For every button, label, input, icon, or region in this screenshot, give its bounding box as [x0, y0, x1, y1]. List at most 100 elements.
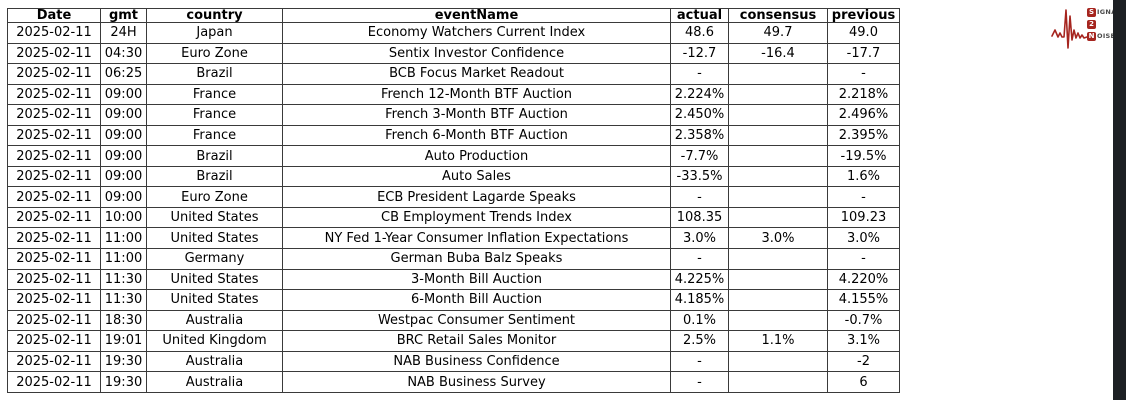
table-cell: 11:00 [100, 248, 147, 270]
table-cell: 4.185% [670, 289, 729, 311]
table-cell: 19:30 [100, 371, 147, 393]
table-cell: 2025-02-11 [7, 124, 101, 147]
table-cell: 2.224% [670, 83, 729, 106]
table-cell: - [827, 63, 900, 85]
table-cell: Australia [146, 309, 283, 332]
logo-line-signal: S IGNAL [1087, 7, 1121, 17]
table-cell: 2.218% [827, 83, 900, 106]
table-cell: 2025-02-11 [7, 289, 101, 311]
column-header-date: Date [7, 8, 101, 23]
table-cell: 2025-02-11 [7, 248, 101, 270]
table-cell: -2 [827, 350, 900, 373]
signal2noise-logo: S IGNAL 2 N OISE [1051, 5, 1121, 49]
table-cell [728, 104, 828, 126]
table-cell: -33.5% [670, 165, 729, 188]
table-cell: 6-Month Bill Auction [282, 289, 671, 311]
table-cell: Germany [146, 248, 283, 270]
table-cell: - [670, 350, 729, 373]
table-cell: 49.7 [728, 22, 828, 44]
table-row: 2025-02-11 19:30 Australia NAB Business Sur… [7, 371, 900, 393]
table-row: 2025-02-11 18:30 Australia Westpac Consumer… [7, 309, 900, 332]
table-row: 2025-02-11 11:30 United States 3-Month Bill… [7, 268, 900, 291]
table-cell: Auto Production [282, 145, 671, 167]
table-cell: 09:00 [100, 165, 147, 188]
table-row: 2025-02-11 19:01 United Kingdom BRC Retail … [7, 330, 900, 352]
table-cell: Australia [146, 371, 283, 393]
table-cell: NY Fed 1-Year Consumer Inflation Expecta… [282, 227, 671, 250]
table-cell: -19.5% [827, 145, 900, 167]
table-row: 2025-02-11 24H Japan Economy Watchers Curre… [7, 22, 900, 44]
table-cell [728, 309, 828, 332]
table-cell: 11:30 [100, 289, 147, 311]
table-cell [728, 206, 828, 229]
table-header-row: Date gmt country eventName actual consensus pr… [7, 8, 900, 23]
table-cell: 6 [827, 371, 900, 393]
table-cell: 3.0% [728, 227, 828, 250]
table-cell: 3.1% [827, 330, 900, 352]
table-row: 2025-02-11 09:00 France French 6-Month BTF … [7, 124, 900, 147]
table-cell: - [670, 186, 729, 208]
table-cell: 4.220% [827, 268, 900, 291]
table-cell [728, 350, 828, 373]
table-cell: 2025-02-11 [7, 22, 101, 44]
column-header-consensus: consensus [728, 8, 828, 23]
table-cell: 2025-02-11 [7, 165, 101, 188]
table-cell: United States [146, 227, 283, 250]
table-cell: French 12-Month BTF Auction [282, 83, 671, 106]
table-cell: 2025-02-11 [7, 186, 101, 208]
logo-line-noise: N OISE [1087, 31, 1115, 41]
table-cell [728, 289, 828, 311]
table-cell: Sentix Investor Confidence [282, 42, 671, 65]
table-cell: 2025-02-11 [7, 206, 101, 229]
table-cell: 2025-02-11 [7, 330, 101, 352]
table-cell: 2025-02-11 [7, 83, 101, 106]
table-cell: BRC Retail Sales Monitor [282, 330, 671, 352]
logo-text-oise: OISE [1097, 32, 1116, 40]
table-cell: 49.0 [827, 22, 900, 44]
table-cell: 2025-02-11 [7, 104, 101, 126]
table-cell: 48.6 [670, 22, 729, 44]
table-cell: 19:30 [100, 350, 147, 373]
table-cell: 2025-02-11 [7, 227, 101, 250]
table-cell: 2025-02-11 [7, 145, 101, 167]
table-cell: CB Employment Trends Index [282, 206, 671, 229]
table-cell [728, 165, 828, 188]
table-cell [728, 83, 828, 106]
table-cell: 18:30 [100, 309, 147, 332]
table-cell: French 3-Month BTF Auction [282, 104, 671, 126]
table-cell: Auto Sales [282, 165, 671, 188]
table-cell: Brazil [146, 63, 283, 85]
table-cell [728, 371, 828, 393]
table-cell: 06:25 [100, 63, 147, 85]
table-cell: 2025-02-11 [7, 350, 101, 373]
table-cell: 108.35 [670, 206, 729, 229]
window-right-edge-bar [1113, 0, 1126, 400]
heartbeat-waveform-icon [1051, 9, 1088, 49]
column-header-eventname: eventName [282, 8, 671, 23]
table-cell [728, 186, 828, 208]
table-cell [728, 145, 828, 167]
table-cell: 2025-02-11 [7, 371, 101, 393]
logo-line-2: 2 [1087, 19, 1115, 29]
table-cell: 2025-02-11 [7, 63, 101, 85]
table-cell [728, 248, 828, 270]
table-cell: 19:01 [100, 330, 147, 352]
table-cell: 2025-02-11 [7, 268, 101, 291]
table-row: 2025-02-11 10:00 United States CB Employmen… [7, 206, 900, 229]
table-cell: 3.0% [670, 227, 729, 250]
column-header-country: country [146, 8, 283, 23]
table-cell: Economy Watchers Current Index [282, 22, 671, 44]
table-cell: 0.1% [670, 309, 729, 332]
table-cell: French 6-Month BTF Auction [282, 124, 671, 147]
table-cell: Australia [146, 350, 283, 373]
table-cell: 2.496% [827, 104, 900, 126]
table-cell: Euro Zone [146, 186, 283, 208]
economic-calendar-table: Date gmt country eventName actual consensus pr… [7, 8, 900, 393]
table-cell: 2025-02-11 [7, 309, 101, 332]
table-cell: 11:30 [100, 268, 147, 291]
table-row: 2025-02-11 09:00 France French 3-Month BTF … [7, 104, 900, 126]
table-row: 2025-02-11 11:30 United States 6-Month Bill… [7, 289, 900, 311]
table-cell: 2.358% [670, 124, 729, 147]
table-cell: - [670, 63, 729, 85]
